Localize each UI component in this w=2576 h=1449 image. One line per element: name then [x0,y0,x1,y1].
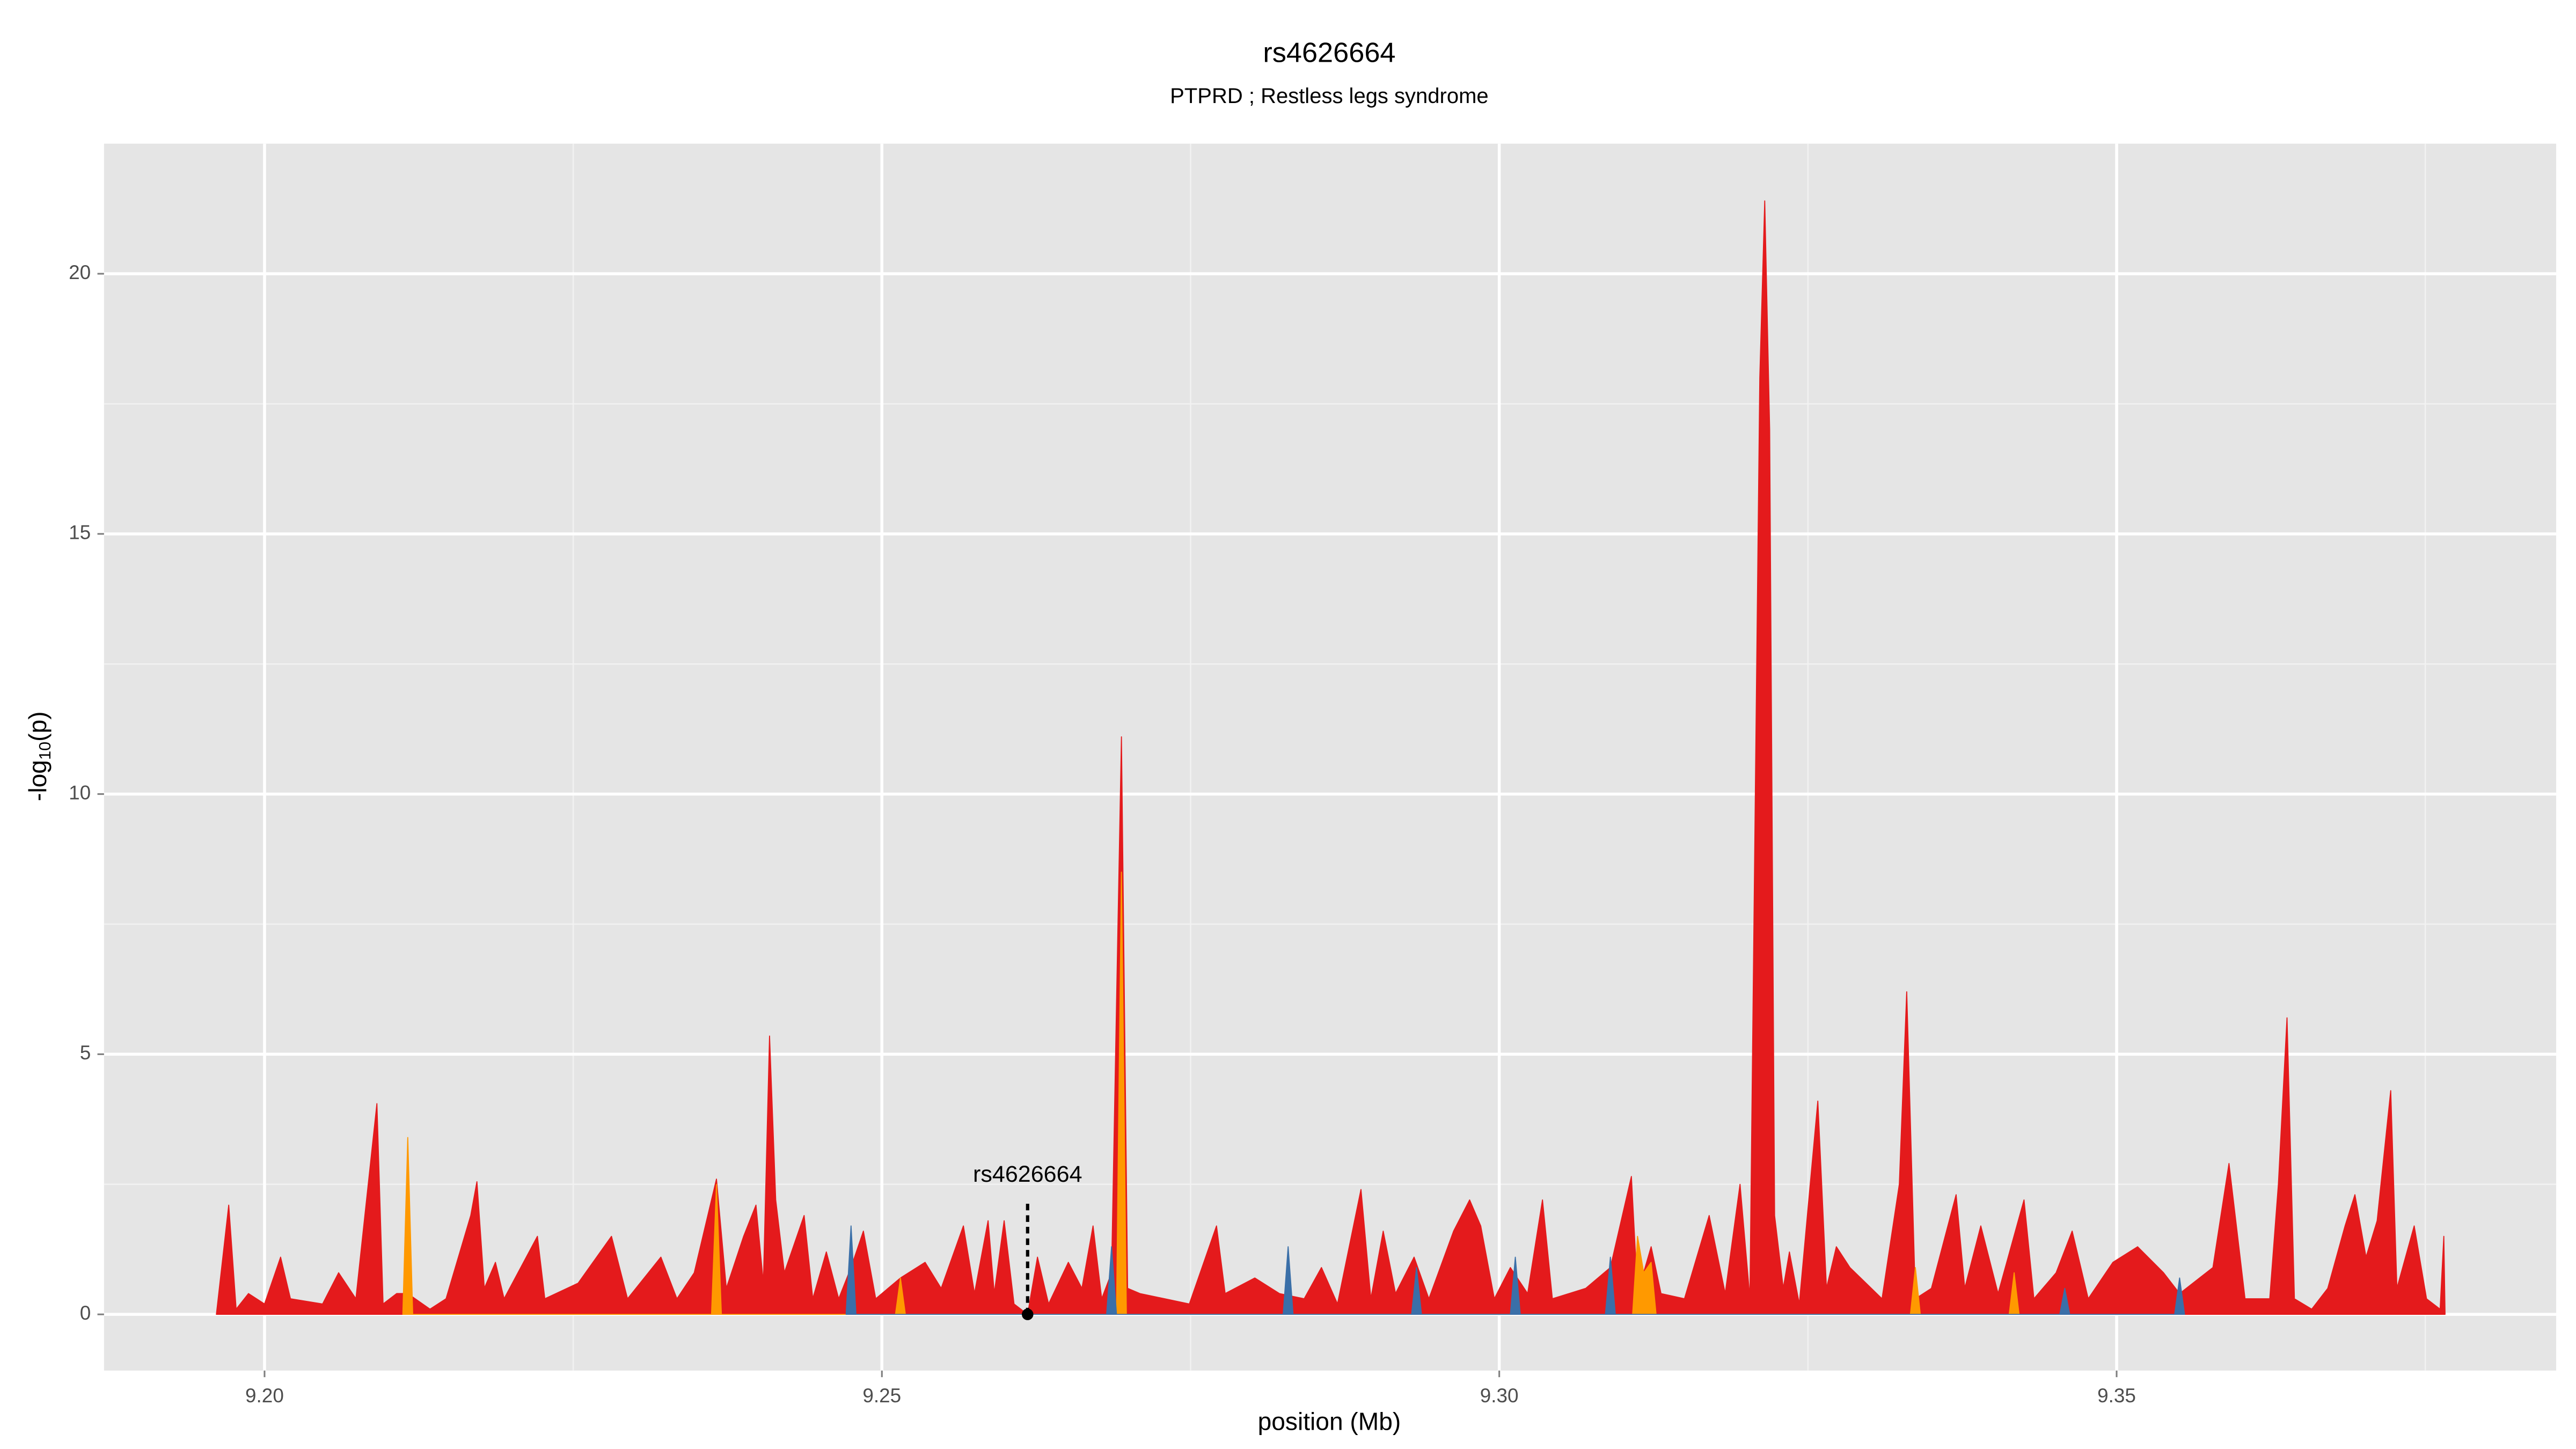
x-tick-label: 9.30 [1480,1385,1519,1407]
plot-background [104,143,2557,1371]
y-label-suffix: (p) [24,711,52,741]
marks: rs4626664 [216,200,2446,1320]
x-tick-label: 9.20 [245,1385,284,1407]
y-tick-label: 10 [69,781,91,803]
x-tick-label: 9.35 [2097,1385,2136,1407]
x-tick-label: 9.25 [862,1385,901,1407]
y-label-prefix: -log [24,760,52,801]
chart-title: rs4626664 [1263,37,1395,68]
area [216,200,2446,1315]
y-tick-label: 20 [69,261,91,283]
chart-subtitle: PTPRD ; Restless legs syndrome [1170,84,1489,108]
annotation-point [1022,1308,1034,1320]
x-axis-label: position (Mb) [1258,1407,1401,1435]
labels: rs4626664 PTPRD ; Restless legs syndrome… [24,37,2136,1435]
y-tick-label: 15 [69,522,91,544]
y-axis-label: -log10(p) [24,711,54,801]
y-label-sub: 10 [35,742,54,760]
y-tick-label: 5 [80,1042,91,1064]
annotation-label: rs4626664 [973,1161,1082,1187]
y-tick-label: 0 [80,1302,91,1324]
area [845,1225,2185,1315]
